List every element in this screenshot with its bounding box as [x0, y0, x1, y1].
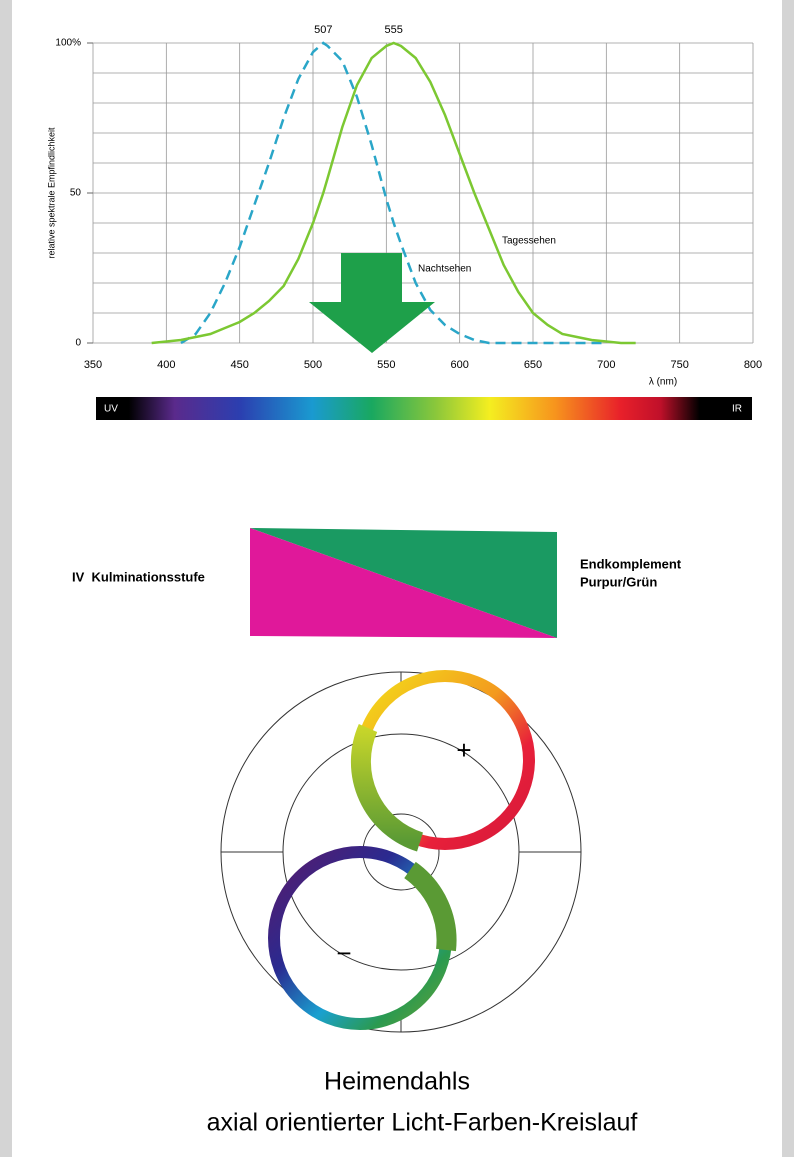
complement-label: Endkomplement — [580, 556, 682, 571]
x-tick-label: 550 — [377, 359, 395, 371]
x-tick-label: 400 — [157, 359, 175, 371]
lower-ring-green — [410, 870, 447, 950]
spectrum-right: IR — [732, 404, 742, 415]
page: 350 400 450 500 550 600 650 700 750 800 0 50 100% rel… — [0, 0, 794, 1157]
x-tick-label: 800 — [744, 359, 762, 371]
x-tick-label: 650 — [524, 359, 542, 371]
x-tick-label: 350 — [84, 359, 102, 371]
middle-circle — [283, 734, 519, 970]
y-axis-label: relative spektrale Empfindlichkeit — [46, 127, 56, 259]
complement-label: Purpur/Grün — [580, 574, 657, 589]
x-tick-label: 600 — [450, 359, 468, 371]
side-strip — [782, 0, 794, 1157]
y-tick-label: 100% — [55, 38, 81, 49]
x-tick-label: 750 — [670, 359, 688, 371]
x-tick-label: 700 — [597, 359, 615, 371]
minus-sign: − — [336, 938, 351, 968]
x-tick-label: 500 — [304, 359, 322, 371]
side-strip — [0, 0, 12, 1157]
y-tick-label: 50 — [70, 188, 82, 199]
spectrum-bar — [96, 397, 752, 420]
upper-ring-green — [361, 728, 420, 842]
spectrum-left: UV — [104, 404, 118, 415]
peak-label: 555 — [384, 24, 402, 36]
plus-sign: + — [456, 735, 471, 765]
x-tick-label: 450 — [230, 359, 248, 371]
y-tick-label: 0 — [75, 338, 81, 349]
series-label: Tagessehen — [502, 236, 556, 247]
peak-label: 507 — [314, 24, 332, 36]
stage-label: IV Kulminationsstufe — [72, 569, 205, 584]
figure: 350 400 450 500 550 600 650 700 750 800 0 50 100% rel… — [0, 0, 794, 1157]
x-axis-label: λ (nm) — [649, 377, 677, 388]
green-arrow — [309, 253, 435, 353]
caption: axial orientierter Licht-Farben-Kreislau… — [207, 1109, 638, 1137]
caption: Heimendahls — [324, 1068, 470, 1096]
chart: 350 400 450 500 550 600 650 700 750 800 0 50 100% rel… — [46, 24, 762, 388]
series-label: Nachtsehen — [418, 264, 471, 275]
